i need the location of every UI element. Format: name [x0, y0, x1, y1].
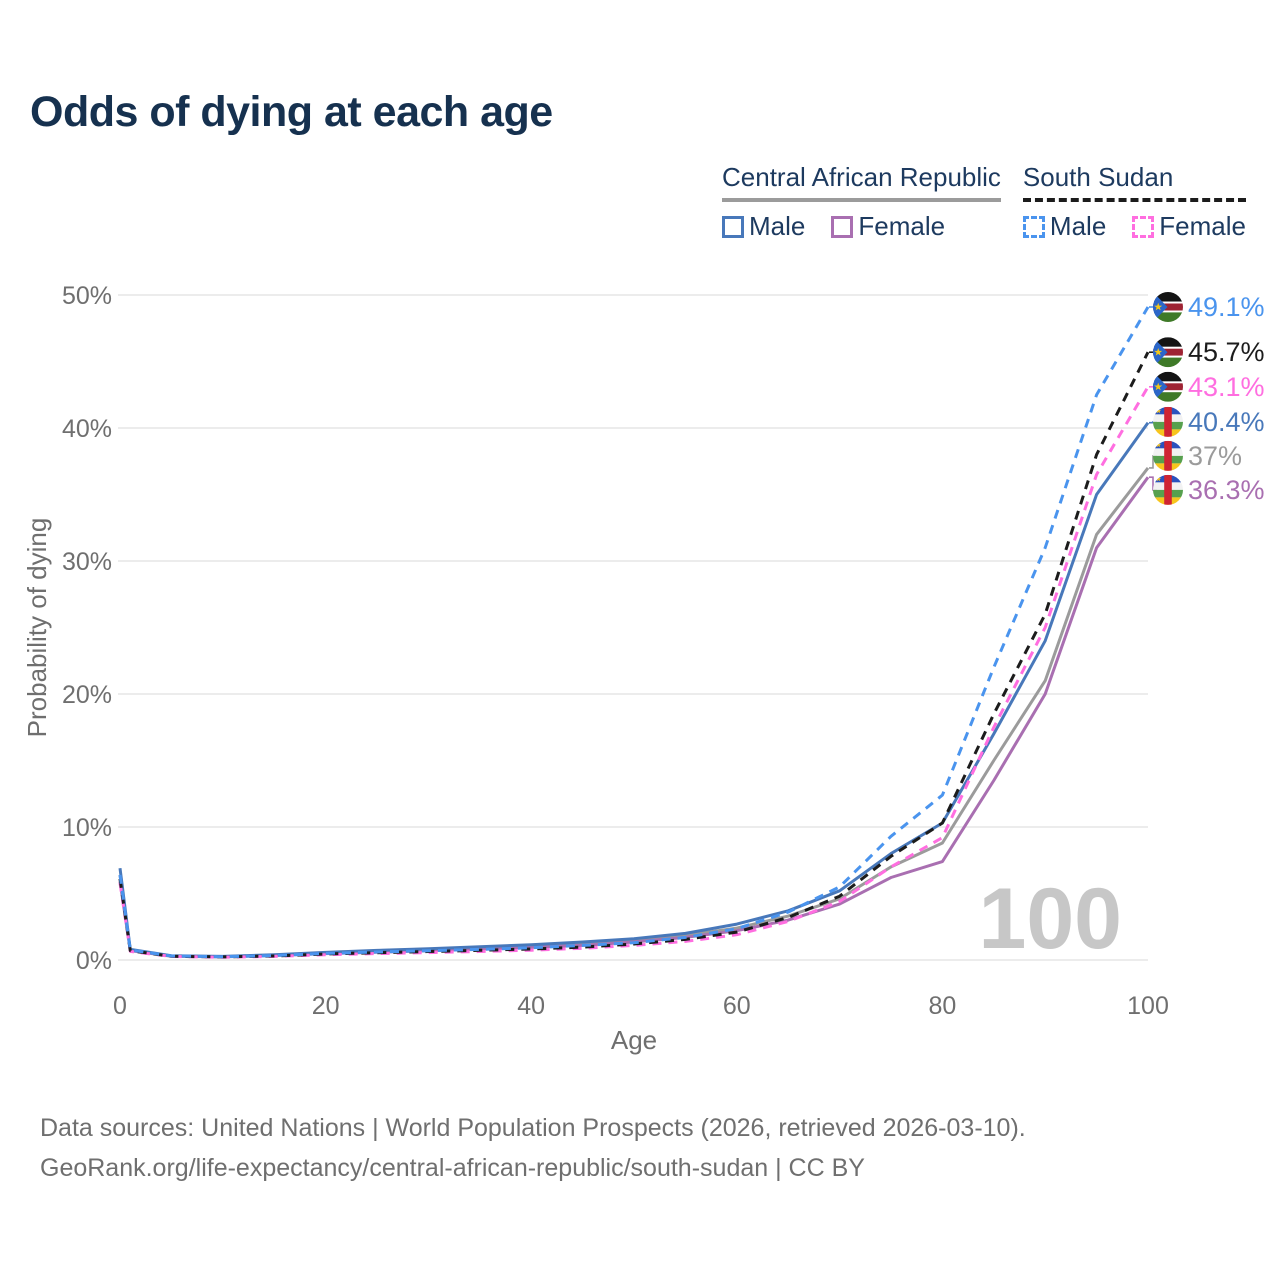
x-tick-label: 60 [723, 992, 751, 1020]
x-axis-title: Age [611, 1025, 657, 1055]
y-tick-label: 0% [76, 947, 112, 975]
legend-item-ss-male[interactable]: Male [1022, 211, 1107, 242]
y-tick-label: 10% [62, 814, 112, 842]
legend-item-car-male[interactable]: Male [722, 211, 805, 242]
y-axis-title: Probability of dying [22, 518, 52, 738]
legend-group-south-sudan: South Sudan Male Female [1022, 162, 1246, 242]
y-tick-label: 30% [62, 548, 112, 576]
end-labels: 49.1% 45.7% 43.1% 40.4% 37% 36.3% [1149, 292, 1265, 505]
y-tick-label: 20% [62, 681, 112, 709]
end-label-car-male: 40.4% [1188, 407, 1265, 437]
south-sudan-flag-icon [1153, 337, 1183, 367]
end-label-car-female: 36.3% [1188, 475, 1265, 505]
footer: Data sources: United Nations | World Pop… [40, 1108, 1026, 1188]
y-tick-label: 40% [62, 415, 112, 443]
x-tick-label: 80 [928, 992, 956, 1020]
age-counter-text: 100 [979, 871, 1123, 967]
legend: Central African Republic Male Female Sou… [722, 162, 1246, 242]
car-male-swatch-icon [722, 215, 744, 238]
end-label-car-total: 37% [1188, 441, 1242, 471]
legend-group-central-african-republic: Central African Republic Male Female [722, 162, 1001, 242]
x-tick-label: 100 [1127, 992, 1169, 1020]
legend-label-car-male: Male [749, 211, 806, 241]
series-lines [118, 306, 1150, 959]
central-african-republic-flag-icon [1153, 441, 1183, 471]
central-african-republic-flag-icon [1153, 475, 1183, 505]
legend-item-ss-female[interactable]: Female [1132, 211, 1246, 242]
ss-female-swatch-icon [1132, 215, 1155, 238]
legend-label-car-female: Female [858, 211, 946, 241]
legend-title-central-african-republic: Central African Republic [722, 162, 1001, 202]
x-tick-label: 0 [113, 992, 127, 1020]
series-line-ss-male [118, 306, 1150, 959]
x-tick-label: 40 [517, 992, 545, 1020]
end-label-ss-total: 45.7% [1188, 337, 1265, 367]
legend-label-ss-female: Female [1159, 211, 1246, 241]
page-title: Odds of dying at each age [30, 88, 553, 136]
age-counter-watermark: 100 [979, 871, 1123, 967]
south-sudan-flag-icon [1153, 372, 1183, 402]
gridlines [118, 294, 1148, 961]
series-line-ss-total [118, 351, 1150, 959]
car-female-swatch-icon [831, 215, 854, 238]
data-sources-text: Data sources: United Nations | World Pop… [40, 1114, 1026, 1142]
ss-male-swatch-icon [1022, 215, 1045, 238]
end-label-ss-male: 49.1% [1188, 292, 1265, 322]
end-label-ss-female: 43.1% [1188, 372, 1265, 402]
source-url-text[interactable]: GeoRank.org/life-expectancy/central-afri… [40, 1154, 865, 1182]
central-african-republic-flag-icon [1153, 407, 1183, 437]
south-sudan-flag-icon [1153, 292, 1183, 322]
legend-label-ss-male: Male [1049, 211, 1107, 241]
x-tick-label: 20 [312, 992, 340, 1020]
legend-title-south-sudan: South Sudan [1022, 162, 1246, 202]
axis-labels: 0% 10% 20% 30% 40% 50% 0 20 40 60 80 100 Age Probabil… [22, 282, 1169, 1055]
y-tick-label: 50% [62, 282, 112, 310]
legend-item-car-female[interactable]: Female [831, 211, 945, 242]
